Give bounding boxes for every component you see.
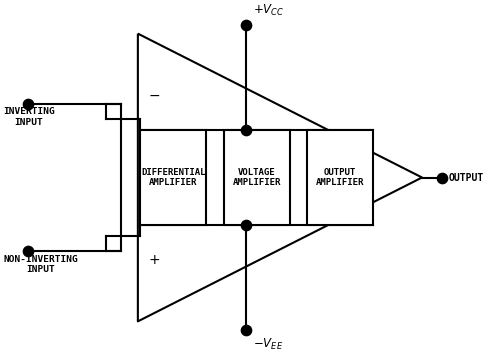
Bar xyxy=(307,130,373,225)
Text: VOLTAGE
AMPLIFIER: VOLTAGE AMPLIFIER xyxy=(233,168,281,187)
Text: INVERTING
INPUT: INVERTING INPUT xyxy=(3,107,55,127)
Point xyxy=(242,22,249,28)
Text: $+V_{CC}$: $+V_{CC}$ xyxy=(253,3,285,18)
Point xyxy=(242,327,249,333)
Point xyxy=(242,223,249,228)
Text: OUTPUT
AMPLIFIER: OUTPUT AMPLIFIER xyxy=(316,168,364,187)
Text: $+$: $+$ xyxy=(148,253,160,267)
Bar xyxy=(224,130,290,225)
Point xyxy=(242,127,249,132)
Text: $-V_{EE}$: $-V_{EE}$ xyxy=(253,337,283,352)
Text: NON-INVERTING
INPUT: NON-INVERTING INPUT xyxy=(3,255,78,274)
Text: $-$: $-$ xyxy=(148,88,160,102)
Text: DIFFERENTIAL
AMPLIFIER: DIFFERENTIAL AMPLIFIER xyxy=(141,168,206,187)
Bar xyxy=(140,130,206,225)
Point xyxy=(438,175,446,180)
Point xyxy=(24,101,32,107)
Point xyxy=(24,248,32,254)
Text: OUTPUT: OUTPUT xyxy=(449,173,484,182)
